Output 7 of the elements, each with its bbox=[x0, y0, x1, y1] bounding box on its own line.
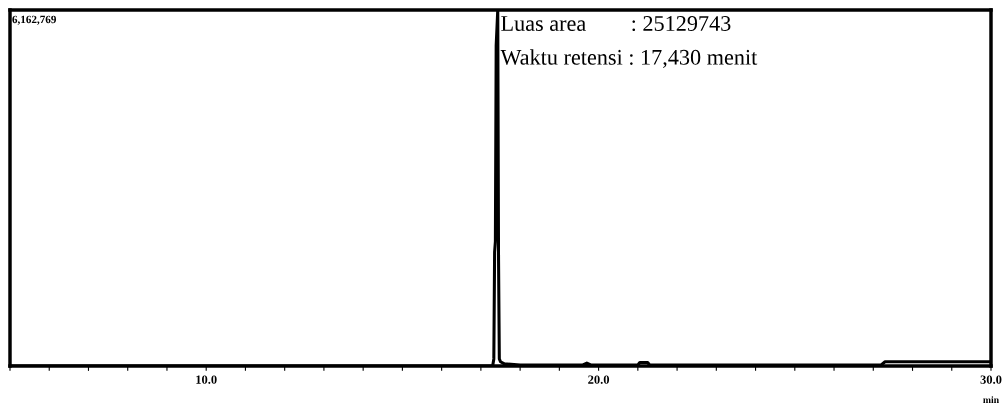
x-tick-label: 10.0 bbox=[196, 375, 217, 384]
x-tick-label: 20.0 bbox=[588, 375, 610, 384]
x-axis-title: min bbox=[983, 396, 999, 404]
annotation: Waktu retensi : 17,430 menit bbox=[500, 49, 758, 68]
x-tick-label: 30.0 bbox=[980, 375, 1002, 384]
annotation: Luas area : 25129743 bbox=[501, 16, 731, 32]
annotation: 6,162,769 bbox=[12, 15, 57, 25]
